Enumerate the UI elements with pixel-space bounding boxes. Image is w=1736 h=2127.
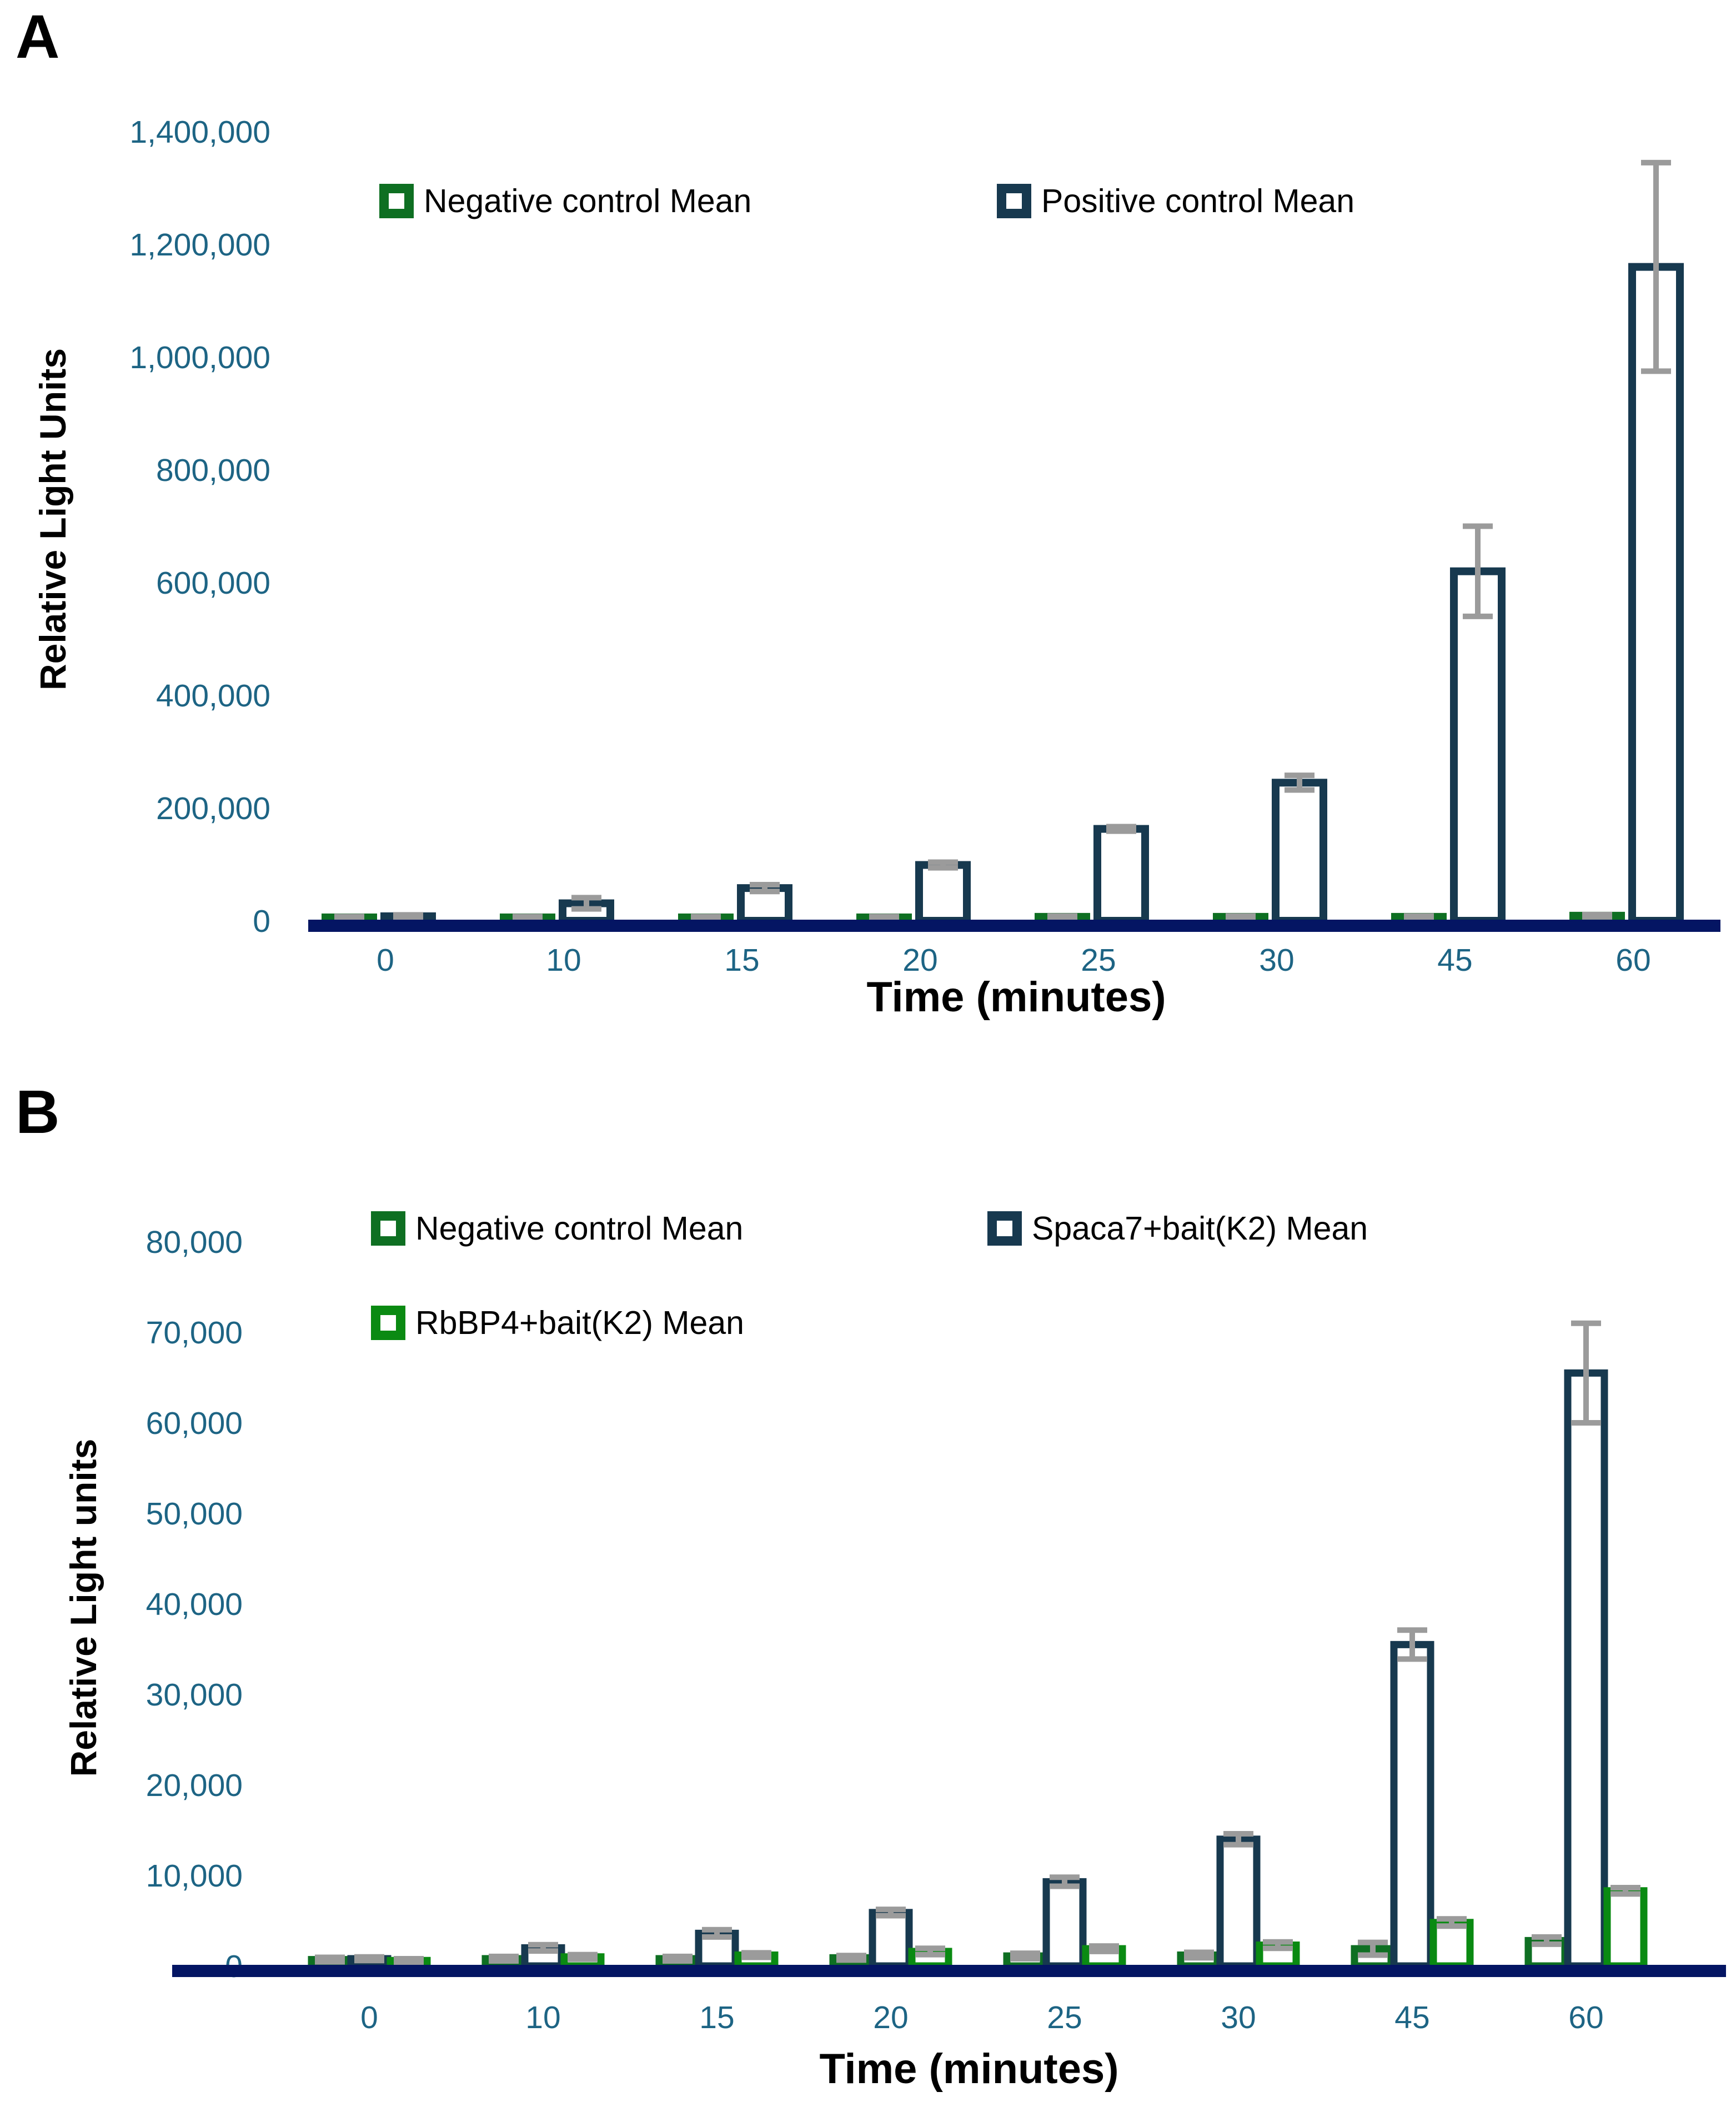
x-axis-line [308, 920, 1720, 932]
y-axis-tick-label: 1,000,000 [129, 340, 270, 375]
legend-item-positive-control-a: Positive control Mean [997, 182, 1354, 220]
y-axis-tick-label: 70,000 [146, 1315, 243, 1351]
x-axis-line [172, 1965, 1726, 1977]
bar [1450, 567, 1506, 925]
y-axis-tick-label: 10,000 [146, 1858, 243, 1894]
bar [1564, 1369, 1608, 1970]
bar [1216, 1835, 1261, 1970]
legend-label: Negative control Mean [415, 1210, 744, 1247]
y-axis-tick-label: 1,400,000 [129, 114, 270, 150]
legend-label: RbBP4+bait(K2) Mean [415, 1305, 744, 1341]
chart-a-x-axis-title: Time (minutes) [866, 974, 1166, 1021]
bar [1042, 1878, 1087, 1970]
x-axis-tick-label: 60 [1568, 2000, 1603, 2035]
y-axis-tick-label: 80,000 [146, 1225, 243, 1260]
legend-swatch-icon [371, 1306, 405, 1340]
legend-swatch-icon [997, 184, 1031, 218]
chart-a-y-axis-title: Relative Light Units [32, 348, 73, 691]
x-axis-tick-label: 45 [1394, 2000, 1429, 2035]
legend-swatch-icon [371, 1211, 405, 1246]
chart-b-x-axis-title: Time (minutes) [819, 2045, 1119, 2093]
y-axis-tick-label: 0 [253, 904, 270, 939]
y-axis-tick-label: 50,000 [146, 1496, 243, 1532]
y-axis-tick-label: 20,000 [146, 1768, 243, 1803]
y-axis-tick-label: 600,000 [156, 565, 270, 601]
y-axis-tick-label: 60,000 [146, 1406, 243, 1441]
legend-swatch-icon [379, 184, 414, 218]
legend-item-rbbp4-bait-b: RbBP4+bait(K2) Mean [371, 1304, 744, 1342]
legend-label: Negative control Mean [424, 183, 752, 219]
x-axis-tick-label: 10 [525, 2000, 560, 2035]
legend-item-negative-control-a: Negative control Mean [379, 182, 751, 220]
legend-label: Positive control Mean [1041, 183, 1355, 219]
x-axis-tick-label: 0 [360, 2000, 378, 2035]
y-axis-tick-label: 400,000 [156, 678, 270, 714]
x-axis-tick-label: 0 [377, 942, 394, 978]
x-axis-tick-label: 45 [1437, 942, 1472, 978]
x-axis-tick-label: 10 [546, 942, 581, 978]
legend-item-negative-control-b: Negative control Mean [371, 1210, 743, 1247]
legend-swatch-icon [987, 1211, 1022, 1246]
y-axis-tick-label: 1,200,000 [129, 227, 270, 263]
legend-label: Spaca7+bait(K2) Mean [1032, 1210, 1368, 1247]
bar [1429, 1919, 1474, 1970]
bar [1603, 1887, 1648, 1970]
x-axis-tick-label: 25 [1081, 942, 1116, 978]
bar [869, 1909, 913, 1970]
x-axis-tick-label: 15 [699, 2000, 734, 2035]
bar [1390, 1641, 1434, 1970]
panel-b-label: B [16, 1078, 60, 1146]
x-axis-tick-label: 60 [1615, 942, 1650, 978]
panel-a-label: A [16, 3, 60, 71]
x-axis-tick-label: 20 [902, 942, 937, 978]
x-axis-tick-label: 15 [724, 942, 759, 978]
x-axis-tick-label: 30 [1259, 942, 1294, 978]
y-axis-tick-label: 40,000 [146, 1587, 243, 1622]
y-axis-tick-label: 800,000 [156, 453, 270, 488]
y-axis-tick-label: 200,000 [156, 791, 270, 826]
y-axis-tick-label: 30,000 [146, 1677, 243, 1713]
x-axis-tick-label: 20 [873, 2000, 908, 2035]
legend-item-spaca7-bait-b: Spaca7+bait(K2) Mean [987, 1210, 1368, 1247]
x-axis-tick-label: 30 [1221, 2000, 1256, 2035]
chart-b-y-axis-title: Relative Light units [63, 1438, 104, 1777]
x-axis-tick-label: 25 [1047, 2000, 1082, 2035]
